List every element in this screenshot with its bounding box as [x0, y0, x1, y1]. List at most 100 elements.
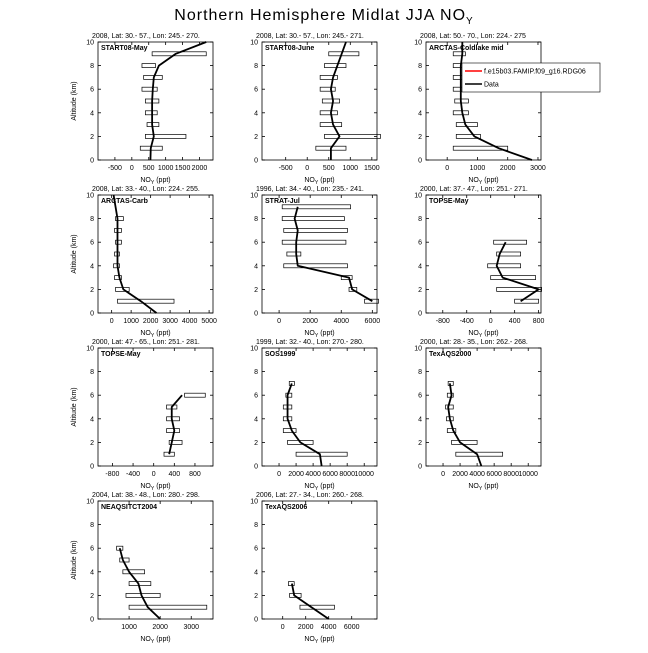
x-tick-label: -800 [436, 318, 450, 325]
x-label-text: NO [468, 330, 479, 337]
x-label-text: NO [140, 177, 151, 184]
panel: 1999, Lat: 32.- 40., Lon: 270.- 280. SOS1… [250, 339, 378, 492]
y-tick-label: 10 [250, 193, 258, 200]
data-box [328, 51, 360, 57]
y-tick-label: 8 [418, 63, 422, 70]
model-line [112, 194, 158, 314]
data-box [514, 298, 539, 304]
y-tick-label: 8 [90, 369, 94, 376]
data-box [446, 428, 457, 433]
x-label-unit: (ppt) [156, 330, 170, 337]
y-tick-label: 2 [254, 440, 258, 447]
y-tick-label: 0 [90, 311, 94, 318]
y-tick-label: 2 [90, 593, 94, 600]
panel: 2000, Lat: 47.- 65., Lon: 251.- 281. TOPS… [71, 339, 214, 492]
data-box [452, 51, 466, 57]
y-tick-label: 2 [418, 440, 422, 447]
legend-box [461, 62, 601, 93]
y-tick-label: 10 [86, 193, 94, 200]
data-box [145, 134, 187, 139]
data-box [324, 63, 347, 68]
panel-label: NEAQSITCT2004 [101, 504, 157, 511]
x-axis-label: NOY (ppt) [304, 636, 334, 645]
x-label-text: NO [304, 330, 315, 337]
y-tick-label: 10 [250, 346, 258, 353]
x-tick-label: 2000 [143, 318, 159, 325]
data-box [286, 251, 302, 257]
data-box [452, 145, 509, 151]
y-tick-label: 4 [90, 263, 94, 270]
x-tick-label: 6000 [344, 624, 360, 631]
x-tick-label: 0 [281, 624, 285, 631]
data-box [141, 63, 156, 68]
y-tick-label: 2 [418, 134, 422, 141]
x-tick-label: 8000 [503, 471, 519, 478]
x-label-subscript: Y [315, 333, 319, 339]
plot-frame [261, 347, 378, 467]
panel: 2008, Lat: 30.- 57., Lon: 245.- 270. STAR… [71, 33, 214, 186]
y-tick-label: 8 [418, 369, 422, 376]
data-box [299, 604, 335, 610]
y-tick-label: 6 [418, 393, 422, 400]
x-label-unit: (ppt) [484, 330, 498, 337]
x-tick-label: 4000 [321, 624, 337, 631]
data-box [281, 204, 351, 210]
x-tick-label: 1000 [343, 165, 359, 172]
x-tick-label: 500 [323, 165, 335, 172]
x-tick-label: 2000 [452, 471, 468, 478]
panel-label: ARCTAS-Coldlake mid [429, 45, 504, 52]
plot-frame [425, 194, 542, 314]
panel: 2000, Lat: 28.- 35., Lon: 262.- 268. TexA… [414, 339, 542, 492]
data-box [487, 263, 521, 269]
x-label-text: NO [304, 483, 315, 490]
x-tick-label: 1500 [364, 165, 380, 172]
panel-header: 2000, Lat: 37.- 47., Lon: 251.- 271. [420, 186, 528, 193]
x-label-subscript: Y [151, 180, 155, 186]
model-line [118, 547, 161, 620]
x-label-subscript: Y [479, 333, 483, 339]
title-subscript: Y [466, 16, 474, 27]
data-box [364, 298, 379, 304]
x-tick-label: 400 [168, 471, 180, 478]
y-tick-label: 6 [254, 87, 258, 94]
panel: 2008, Lat: 33.- 40., Lon: 224.- 255. ARCT… [71, 186, 217, 339]
data-box [282, 428, 297, 433]
x-tick-label: 0 [277, 471, 281, 478]
x-axis-label: NOY (ppt) [468, 483, 498, 492]
y-tick-label: 6 [254, 240, 258, 247]
legend-label: Data [484, 82, 499, 89]
x-tick-label: -400 [460, 318, 474, 325]
model-line [459, 42, 533, 161]
x-label-unit: (ppt) [484, 177, 498, 184]
x-axis-label: NOY (ppt) [140, 483, 170, 492]
x-tick-label: 0 [152, 471, 156, 478]
x-label-text: NO [304, 177, 315, 184]
y-tick-label: 0 [418, 158, 422, 165]
panel-header: 2004, Lat: 38.- 48., Lon: 280.- 298. [92, 492, 200, 499]
data-box [455, 451, 504, 457]
x-tick-label: 2000 [192, 165, 208, 172]
panel-header: 1999, Lat: 32.- 40., Lon: 270.- 280. [256, 339, 364, 346]
panel-header: 2008, Lat: 33.- 40., Lon: 224.- 255. [92, 186, 200, 193]
x-label-unit: (ppt) [156, 636, 170, 643]
y-tick-label: 2 [254, 593, 258, 600]
y-tick-label: 10 [250, 40, 258, 47]
x-label-subscript: Y [151, 333, 155, 339]
y-tick-label: 8 [90, 63, 94, 70]
y-tick-label: 4 [90, 416, 94, 423]
x-label-text: NO [140, 636, 151, 643]
y-tick-label: 0 [254, 617, 258, 624]
x-tick-label: 0 [489, 318, 493, 325]
y-axis-label: Altitude (km) [71, 540, 78, 579]
x-tick-label: 800 [533, 318, 545, 325]
data-box [348, 287, 358, 292]
y-tick-label: 4 [418, 263, 422, 270]
x-tick-label: 8000 [339, 471, 355, 478]
x-label-subscript: Y [315, 639, 319, 645]
x-tick-label: 6000 [365, 318, 381, 325]
x-tick-label: -800 [105, 471, 119, 478]
panel-header: 2008, Lat: 30.- 57., Lon: 245.- 270. [92, 33, 200, 40]
x-label-subscript: Y [479, 180, 483, 186]
